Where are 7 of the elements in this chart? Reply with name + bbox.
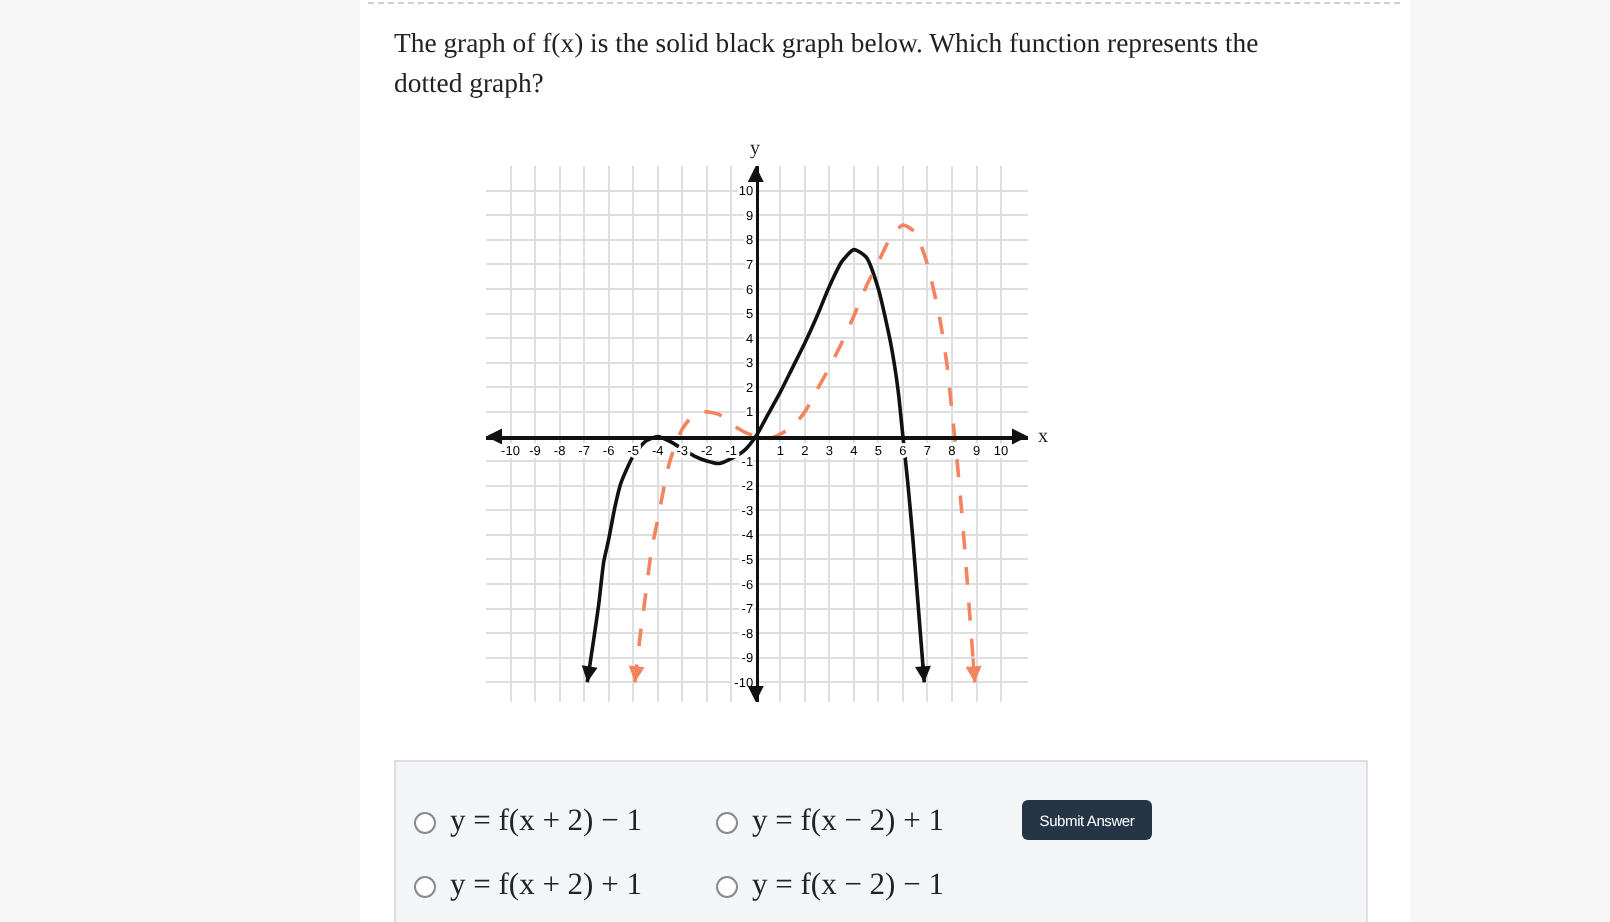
text: y = f(x + 2) − 1	[450, 804, 642, 840]
chart-title: The graph of f(x) is the solid black graph below. Which function represents the dotted graph?	[394, 26, 1261, 102]
x-axis-title: x	[1038, 426, 1048, 448]
text: y = f(x + 2) + 1	[450, 868, 642, 904]
text: y = f(x − 2) + 1	[752, 804, 944, 840]
text: y = f(x − 2) − 1	[752, 868, 944, 904]
y-axis-title: y	[750, 138, 760, 160]
